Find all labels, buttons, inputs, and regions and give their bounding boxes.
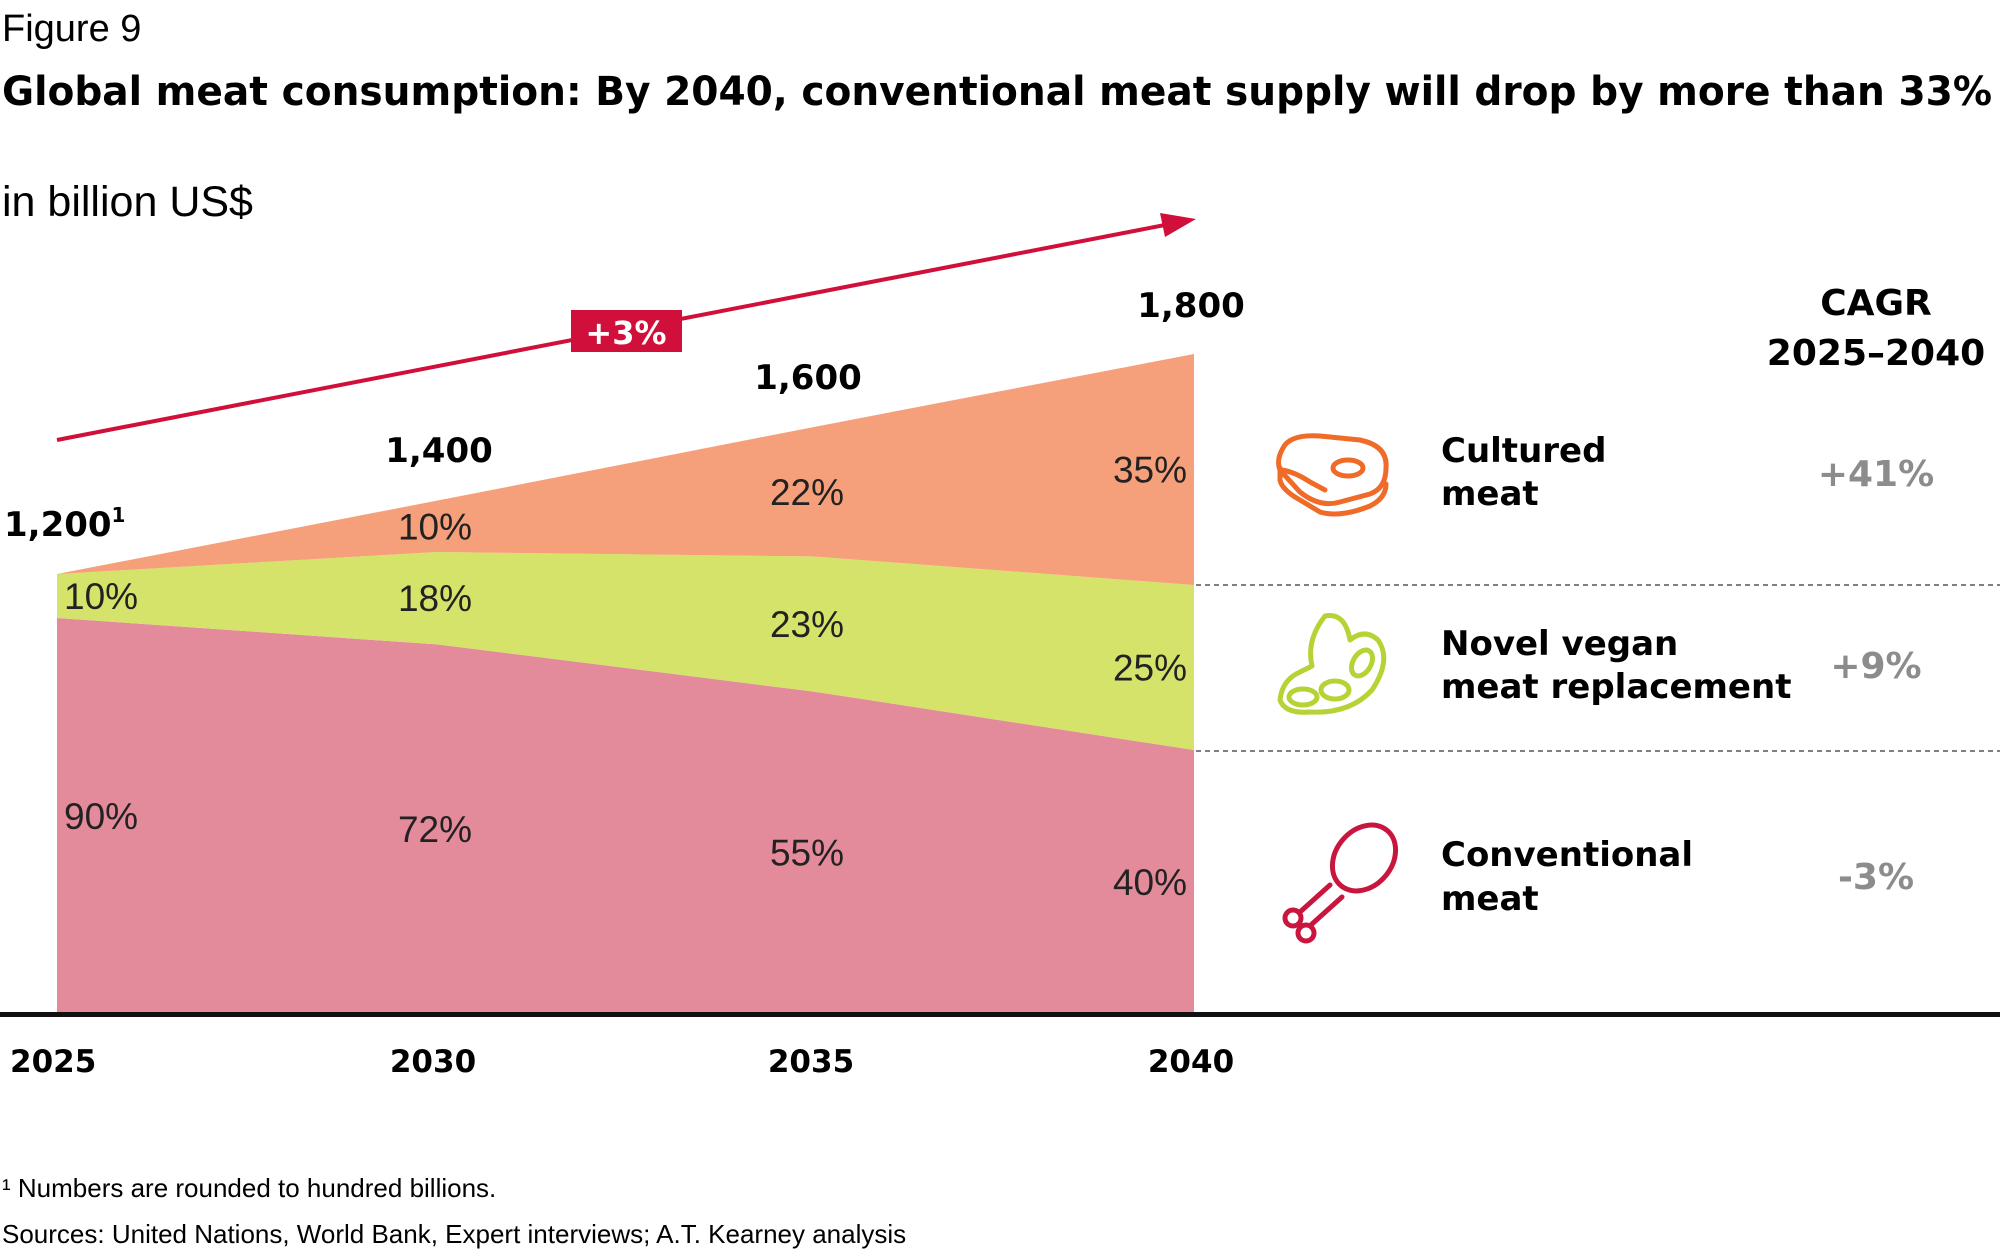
legend-label-cultured-line2: meat [1441, 474, 1539, 514]
legend-label-vegan-line1: Novel vegan [1441, 624, 1678, 664]
x-tick-2040: 2040 [1148, 1044, 1234, 1080]
total-labels: 1,2001 1,400 1,600 1,800 [4, 286, 1245, 545]
cagr-value-vegan: +9% [1830, 646, 1921, 687]
percent-label: 10% [398, 506, 472, 547]
x-tick-2035: 2035 [768, 1044, 854, 1080]
percent-labels: 90% 72% 55% 40% 10% 18% 23% 25% 10% 22% 35% [64, 450, 1187, 904]
cagr-value-cultured: +41% [1818, 454, 1934, 495]
percent-label: 40% [1113, 862, 1187, 903]
area-novel-vegan-meat-replacement [57, 552, 1194, 750]
unit-label: in billion US$ [2, 178, 253, 226]
percent-label: 25% [1113, 648, 1187, 689]
total-label-2030: 1,400 [385, 431, 493, 471]
percent-label: 10% [64, 576, 138, 617]
growth-badge-label: +3% [585, 314, 666, 352]
cagr-header-line2: 2025–2040 [1767, 333, 1985, 374]
total-label-2040: 1,800 [1137, 286, 1245, 326]
stacked-areas [57, 354, 1194, 1014]
growth-arrow: +3% [56, 213, 1196, 442]
percent-label: 23% [770, 604, 844, 645]
legend-label-cultured-line1: Cultured [1441, 431, 1606, 471]
footnote: ¹ Numbers are rounded to hundred billion… [2, 1173, 496, 1203]
total-label-2025: 1,2001 [4, 503, 125, 545]
chicken-leg-icon [1282, 822, 1399, 944]
legend-label-conventional-line1: Conventional [1441, 835, 1693, 875]
percent-label: 35% [1113, 450, 1187, 491]
sources: Sources: United Nations, World Bank, Exp… [2, 1219, 906, 1249]
cagr-value-conventional: -3% [1838, 857, 1914, 898]
arrowhead-icon [1160, 213, 1196, 237]
growth-badge [571, 310, 682, 352]
percent-label: 18% [398, 578, 472, 619]
area-cultured-meat [57, 354, 1194, 585]
chart-title: Global meat consumption: By 2040, conven… [2, 69, 1992, 115]
legend-label-vegan-line2: meat replacement [1441, 667, 1791, 707]
steak-icon [1276, 433, 1389, 517]
figure-label: Figure 9 [2, 8, 141, 50]
percent-label: 55% [770, 833, 844, 874]
area-conventional-meat [57, 618, 1194, 1014]
percent-label: 22% [770, 472, 844, 513]
total-label-2035: 1,600 [754, 358, 862, 398]
x-tick-2025: 2025 [10, 1044, 96, 1080]
x-tick-2030: 2030 [390, 1044, 476, 1080]
percent-label: 72% [398, 809, 472, 850]
legend-label-conventional-line2: meat [1441, 879, 1539, 919]
percent-label: 90% [64, 796, 138, 837]
x-axis-line [0, 1012, 2000, 1017]
cagr-header-line1: CAGR [1820, 283, 1932, 324]
soybean-pod-icon [1277, 613, 1387, 715]
